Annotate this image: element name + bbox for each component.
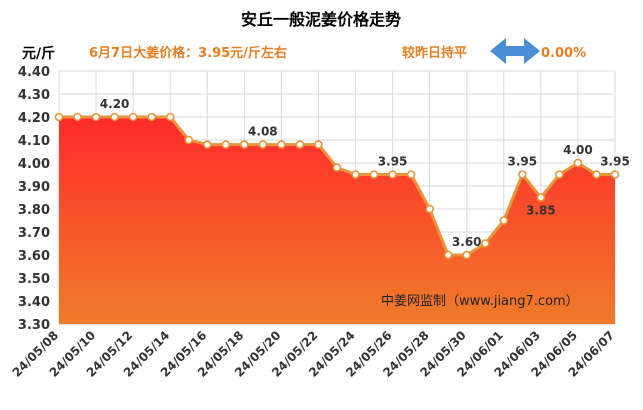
data-point [184,135,194,145]
data-point [202,140,212,149]
area-path [59,117,615,324]
data-label: 3.85 [526,204,556,218]
data-point [332,163,342,172]
data-label: 4.00 [563,143,593,157]
y-tick-label: 3.90 [18,180,50,195]
y-tick-label: 4.40 [18,65,50,80]
y-tick-label: 3.40 [18,295,50,310]
y-tick-label: 3.70 [18,226,50,241]
chart-title: 安丘一般泥姜价格走势 [241,10,401,29]
data-point [406,170,416,179]
data-labels: 4.20 4.08 3.95 3.60 3.95 3.85 4.00 3.95 [100,97,630,249]
data-point [573,158,583,168]
data-label: 3.95 [378,155,408,169]
data-point [388,170,397,179]
y-tick-label: 3.60 [18,249,50,264]
data-point [54,112,64,122]
data-point [221,140,231,149]
area-fill [59,117,615,324]
data-point [351,170,360,179]
data-point [480,239,490,248]
y-tick-label: 3.50 [18,272,50,287]
data-point [314,140,323,149]
data-point [369,170,379,179]
y-tick-label: 4.00 [18,157,50,172]
data-point [165,112,175,122]
data-point [277,140,286,149]
data-point [462,250,472,260]
data-point [443,250,453,260]
data-point [536,193,546,202]
data-point [128,112,138,122]
data-point [240,140,249,149]
y-tick-label: 4.20 [18,111,50,126]
data-point [295,140,305,149]
data-point [147,112,156,122]
data-points [54,112,620,260]
data-label: 3.95 [508,155,538,169]
compare-label: 较昨日持平 [402,45,467,61]
data-point [518,170,527,179]
data-label: 3.60 [452,235,482,249]
y-tick-label: 3.30 [18,318,50,333]
data-point [425,204,434,214]
compare-value: 0.00% [541,46,586,61]
y-tick-label: 4.30 [18,88,50,103]
data-label: 4.08 [248,125,278,139]
data-label: 3.95 [600,155,630,169]
y-unit-label: 元/斤 [22,45,55,62]
y-tick-label: 3.80 [18,203,50,218]
data-point [73,112,82,122]
x-axis-ticks: 24/05/0824/05/1024/05/1224/05/1424/05/16… [10,328,618,380]
double-arrow-icon [490,38,540,64]
watermark: 中姜网监制（www.jiang7.com） [381,294,579,309]
data-point [610,170,620,179]
y-tick-label: 4.10 [18,134,50,149]
data-point [258,140,268,149]
data-point [555,170,564,179]
data-point [592,170,601,179]
data-point [110,112,119,122]
price-summary: 6月7日大姜价格：3.95元/斤左右 [89,45,287,61]
y-axis-ticks: 3.30 3.40 3.50 3.60 3.70 3.80 3.90 4.00 4.10 4.20… [18,65,50,333]
data-label: 4.20 [100,97,130,111]
data-point [499,216,509,225]
data-point [91,112,101,122]
